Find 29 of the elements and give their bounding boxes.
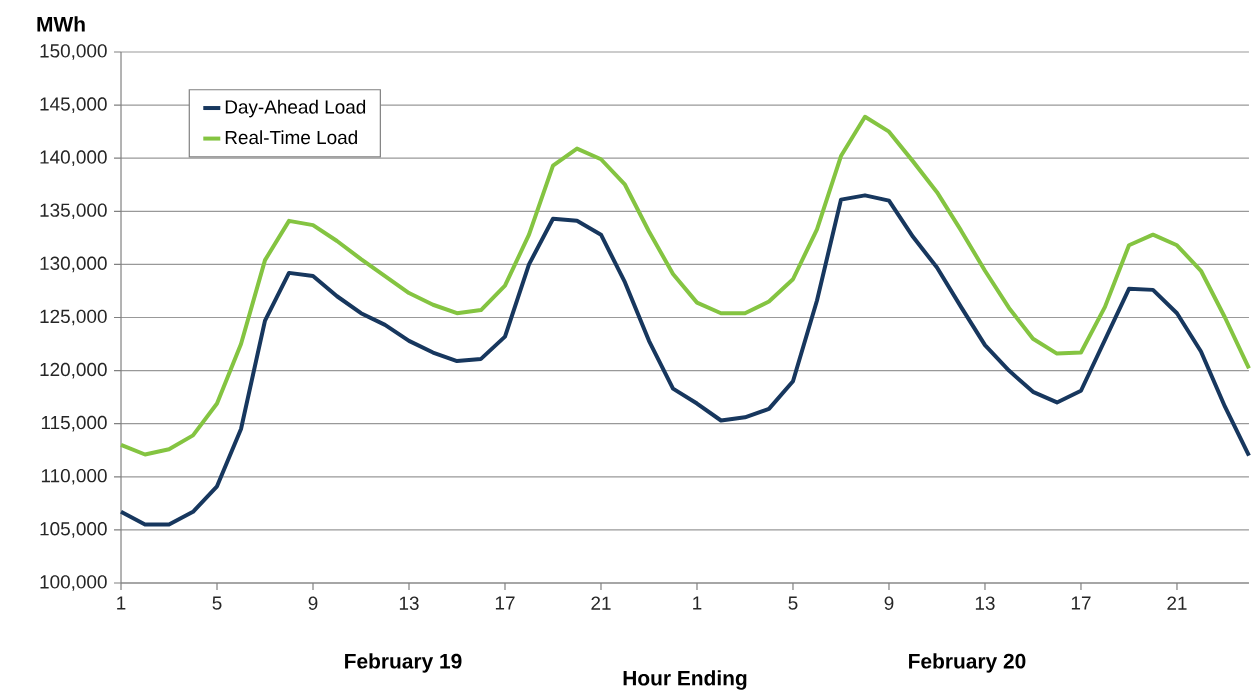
x-tick-label: 17	[1071, 596, 1091, 610]
text: February 20	[909, 653, 1026, 673]
x-tick-label: 1	[117, 596, 126, 610]
x-tick-label: 17	[495, 596, 515, 610]
y-tick-label: 115,000	[41, 415, 107, 432]
x-tick-label: 9	[884, 596, 894, 610]
y-tick-label: 100,000	[40, 575, 107, 591]
legend-label: Real-Time Load	[225, 130, 357, 145]
x-tick-label: 21	[1167, 596, 1187, 610]
y-tick-label: 150,000	[40, 44, 107, 60]
y-tick-label: 110,000	[41, 468, 107, 485]
x-axis-title: Hour Ending	[623, 670, 747, 690]
x-tick-label: 13	[399, 596, 419, 610]
y-tick-label: 135,000	[40, 203, 107, 220]
text: February 19	[345, 653, 462, 673]
y-tick-label: 145,000	[40, 97, 107, 113]
legend-label: Day-Ahead Load	[225, 99, 366, 118]
y-tick-label: 120,000	[40, 362, 107, 379]
y-tick-label: 105,000	[40, 522, 107, 538]
x-tick-label: 5	[788, 596, 798, 610]
x-tick-label: 1	[693, 596, 702, 610]
y-tick-label: 125,000	[40, 309, 107, 326]
x-tick-label: 5	[212, 596, 222, 610]
x-tick-label: 21	[591, 596, 611, 610]
y-tick-label: 130,000	[40, 256, 107, 273]
y-axis-title: MWh	[37, 16, 85, 32]
y-tick-label: 140,000	[40, 150, 107, 166]
x-tick-label: 13	[975, 596, 995, 610]
x-tick-label: 9	[308, 596, 318, 610]
